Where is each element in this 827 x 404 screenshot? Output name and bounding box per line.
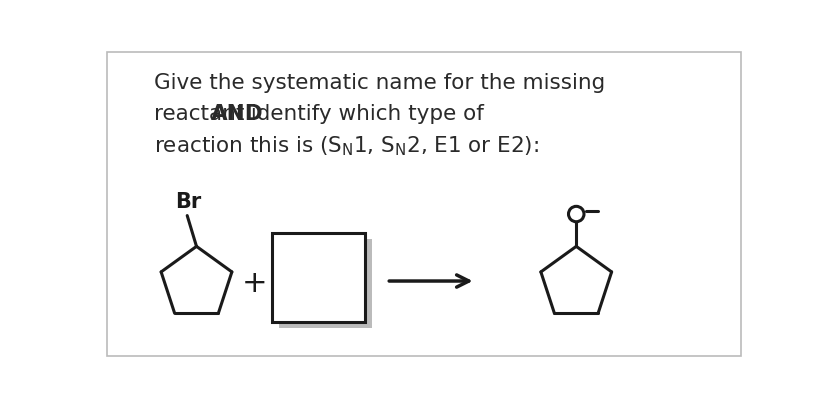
Text: reaction this is ($\mathregular{S_N}$1, $\mathregular{S_N}$2, E1 or E2):: reaction this is ($\mathregular{S_N}$1, … xyxy=(154,135,538,158)
Text: reactant: reactant xyxy=(154,104,251,124)
Text: AND: AND xyxy=(211,104,264,124)
Text: Br: Br xyxy=(174,192,201,213)
Bar xyxy=(279,240,371,328)
Text: +: + xyxy=(241,269,267,298)
Bar xyxy=(272,233,365,322)
Circle shape xyxy=(568,206,583,222)
Text: Give the systematic name for the missing: Give the systematic name for the missing xyxy=(154,73,605,93)
Text: identify which type of: identify which type of xyxy=(243,104,483,124)
